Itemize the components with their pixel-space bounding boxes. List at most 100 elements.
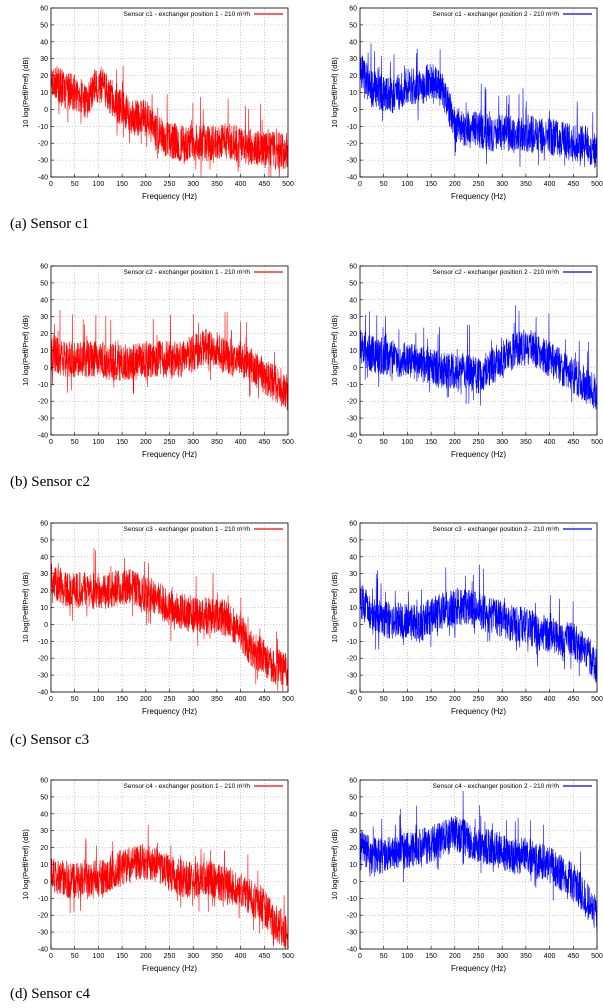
y-tick-label: 30: [40, 828, 48, 835]
x-tick-label: 50: [71, 181, 79, 188]
x-tick-label: 150: [425, 696, 437, 703]
y-tick-label: 0: [44, 622, 48, 629]
y-tick-label: -10: [347, 382, 357, 389]
x-tick-label: 450: [567, 181, 579, 188]
y-axis-label: 10 log(Peff/Pref) (dB): [330, 315, 339, 386]
y-tick-label: -10: [347, 896, 357, 903]
x-tick-label: 250: [473, 439, 485, 446]
x-tick-label: 400: [544, 953, 556, 960]
legend-label: Sensor c1 - exchanger position 2 - 210 m…: [433, 11, 560, 18]
x-tick-label: 450: [567, 953, 579, 960]
x-tick-label: 100: [402, 181, 414, 188]
y-tick-label: -40: [38, 690, 48, 697]
x-tick-label: 200: [449, 439, 461, 446]
y-tick-label: 10: [349, 348, 357, 355]
x-tick-label: 150: [425, 439, 437, 446]
y-tick-label: -40: [38, 433, 48, 440]
y-tick-label: 50: [349, 280, 357, 287]
x-tick-label: 250: [164, 696, 176, 703]
y-tick-label: 10: [349, 90, 357, 97]
y-tick-label: 40: [349, 554, 357, 561]
x-tick-label: 100: [93, 181, 105, 188]
x-tick-label: 350: [211, 439, 223, 446]
y-tick-label: 40: [40, 39, 48, 46]
x-tick-label: 50: [380, 439, 388, 446]
x-tick-label: 500: [591, 696, 603, 703]
y-axis-label: 10 log(Peff/Pref) (dB): [21, 315, 30, 386]
x-tick-label: 450: [567, 439, 579, 446]
x-tick-label: 500: [282, 953, 294, 960]
y-tick-label: 60: [349, 778, 357, 785]
series-line: [50, 824, 289, 950]
x-tick-label: 500: [591, 181, 603, 188]
x-tick-label: 350: [520, 181, 532, 188]
chart-svg: 0 50 100 150 200 250 300 350 400 450 500-40-30-20-…: [21, 6, 294, 202]
x-axis-label: Frequency (Hz): [451, 192, 506, 201]
chart-b-right: 0 50 100 150 200 250 300 350 400 450 500 -40 -30 -20-…: [313, 258, 603, 463]
x-tick-label: 400: [544, 439, 556, 446]
y-tick-label: -30: [38, 158, 48, 165]
y-axis-label: 10 log(Peff/Pref) (dB): [21, 829, 30, 900]
x-tick-label: 0: [358, 696, 362, 703]
x-tick-label: 100: [402, 439, 414, 446]
y-tick-label: 60: [40, 521, 48, 528]
chart-c-left: 0 50 100 150 200 250 300 350 400 450 500 -40 -30 -20-…: [4, 515, 294, 720]
y-tick-label: 60: [40, 778, 48, 785]
x-tick-label: 200: [449, 181, 461, 188]
y-tick-label: 50: [349, 794, 357, 801]
y-tick-label: 40: [40, 554, 48, 561]
x-tick-label: 50: [380, 953, 388, 960]
legend-label: Sensor c2 - exchanger position 1 - 210 m…: [124, 269, 251, 276]
x-tick-label: 350: [211, 181, 223, 188]
x-tick-label: 300: [187, 439, 199, 446]
x-tick-label: 100: [93, 953, 105, 960]
y-tick-label: -10: [38, 896, 48, 903]
x-tick-label: 250: [164, 439, 176, 446]
x-tick-label: 50: [71, 953, 79, 960]
y-tick-label: 50: [40, 22, 48, 29]
y-tick-label: -20: [347, 656, 357, 663]
y-tick-label: 0: [44, 107, 48, 114]
y-tick-label: 50: [40, 537, 48, 544]
y-tick-label: 60: [349, 6, 357, 13]
y-tick-label: -30: [347, 158, 357, 165]
legend-label: Sensor c3 - exchanger position 1 - 210 m…: [124, 526, 251, 533]
x-tick-label: 400: [235, 181, 247, 188]
x-tick-label: 350: [211, 953, 223, 960]
x-tick-label: 200: [140, 953, 152, 960]
x-tick-label: 250: [473, 953, 485, 960]
x-tick-label: 200: [140, 439, 152, 446]
caption-a: (a) Sensor c1: [10, 216, 90, 232]
y-tick-label: 60: [40, 6, 48, 13]
y-axis-label: 10 log(Peff/Pref) (dB): [21, 572, 30, 643]
legend-label: Sensor c4 - exchanger position 2 - 210 m…: [433, 783, 560, 790]
y-tick-label: 20: [349, 331, 357, 338]
x-tick-label: 100: [93, 696, 105, 703]
series-line: [50, 547, 289, 693]
y-tick-label: 20: [349, 845, 357, 852]
y-tick-label: -10: [38, 124, 48, 131]
chart-svg: 0 50 100 150 200 250 300 350 400 450 500-40-30-20-…: [21, 521, 294, 717]
chart-a-left: 0 50 100 150 200 250 300 350 400 450 500 -40 -30 -20-…: [4, 0, 294, 205]
y-tick-label: 20: [40, 588, 48, 595]
y-tick-label: -20: [38, 656, 48, 663]
y-tick-label: -20: [347, 399, 357, 406]
y-tick-label: 30: [40, 571, 48, 578]
y-tick-label: 10: [40, 605, 48, 612]
y-tick-label: -20: [347, 913, 357, 920]
x-tick-label: 400: [235, 696, 247, 703]
y-tick-label: 30: [349, 828, 357, 835]
x-tick-label: 300: [496, 181, 508, 188]
x-tick-label: 250: [164, 953, 176, 960]
series-line: [50, 309, 289, 411]
x-tick-label: 50: [71, 439, 79, 446]
y-tick-label: 60: [349, 264, 357, 271]
y-tick-label: -20: [38, 399, 48, 406]
x-tick-label: 100: [402, 696, 414, 703]
x-tick-label: 300: [496, 953, 508, 960]
y-tick-label: 20: [40, 331, 48, 338]
chart-svg: 0 50 100 150 200 250 300 350 400 450 500-40-30-20-…: [330, 264, 603, 460]
x-tick-label: 250: [164, 181, 176, 188]
y-tick-label: 50: [349, 22, 357, 29]
x-tick-label: 50: [380, 181, 388, 188]
